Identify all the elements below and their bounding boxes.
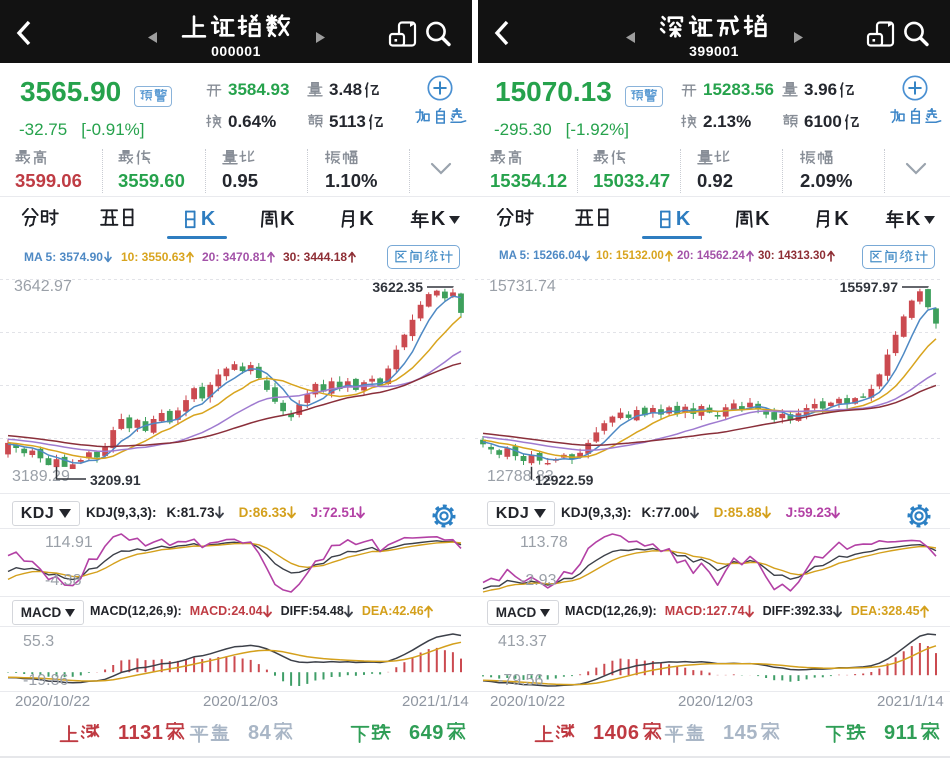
svg-text:3189.29: 3189.29 xyxy=(12,468,70,485)
svg-text:-4.38: -4.38 xyxy=(45,572,82,589)
svg-text:15597.97: 15597.97 xyxy=(840,279,899,295)
svg-text:114.91: 114.91 xyxy=(45,534,93,551)
svg-text:3209.91: 3209.91 xyxy=(90,472,141,488)
svg-text:55.3: 55.3 xyxy=(23,633,54,650)
svg-text:12788.83: 12788.83 xyxy=(487,468,554,485)
svg-text:-2.93: -2.93 xyxy=(520,572,557,589)
svg-text:12922.59: 12922.59 xyxy=(535,472,594,488)
svg-text:413.37: 413.37 xyxy=(498,633,547,650)
svg-text:-19.86: -19.86 xyxy=(23,672,68,689)
svg-text:3622.35: 3622.35 xyxy=(372,279,423,295)
svg-text:3642.97: 3642.97 xyxy=(14,278,72,295)
svg-text:113.78: 113.78 xyxy=(520,534,568,551)
svg-text:15731.74: 15731.74 xyxy=(489,278,556,295)
svg-text:-79.56: -79.56 xyxy=(498,672,543,689)
